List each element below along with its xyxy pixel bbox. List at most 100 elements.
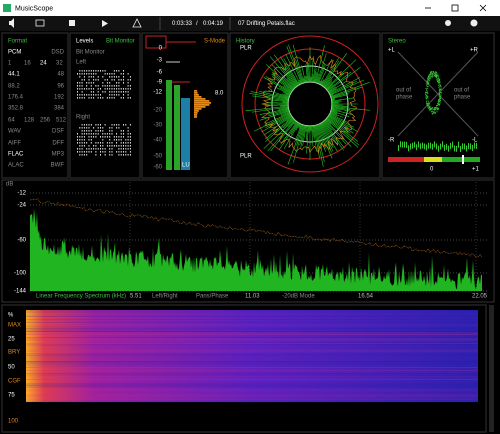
phase-dot <box>437 108 439 110</box>
bit-dot <box>79 76 81 78</box>
meter-scale: 0 <box>159 46 163 52</box>
phase-dot <box>425 92 427 94</box>
bit-dot <box>120 136 122 138</box>
phase-bar <box>474 142 475 149</box>
phase-bar <box>414 141 415 148</box>
spectrogram <box>26 310 478 402</box>
phase-dot <box>428 104 430 106</box>
phase-dot <box>436 78 438 80</box>
phase-dot <box>433 110 435 112</box>
phase-dot <box>427 81 429 83</box>
phase-dot <box>431 108 433 109</box>
spectrogram-row <box>26 314 478 316</box>
spectrogram-row <box>26 374 478 376</box>
bit-dot <box>102 76 104 78</box>
spectrogram-row <box>26 310 478 311</box>
phase-dot <box>432 71 434 73</box>
bit-dot <box>120 91 122 93</box>
phase-dot <box>439 88 441 90</box>
window-controls[interactable] <box>425 4 487 12</box>
plr-line <box>261 54 357 154</box>
phase-dot <box>429 72 431 74</box>
bit-dot <box>97 88 99 90</box>
phase-bar <box>444 144 445 151</box>
bit-dot <box>95 79 97 81</box>
phase-label: out of <box>396 88 411 94</box>
axis-label: +R <box>470 48 479 54</box>
format-option: 96 <box>57 84 64 90</box>
bit-dot <box>93 97 95 99</box>
mode-button[interactable]: Pans/Phase <box>196 294 229 300</box>
bit-dot <box>83 94 85 96</box>
bit-dot <box>88 94 90 96</box>
bit-dot <box>100 127 101 129</box>
phase-dot <box>434 72 435 74</box>
phase-dot <box>437 109 439 110</box>
format-option: 128 <box>24 118 35 124</box>
phase-dot <box>439 83 441 85</box>
format-option: 512 <box>56 118 67 124</box>
bit-dot <box>102 82 104 84</box>
bit-dot <box>81 94 83 96</box>
bit-dot <box>118 151 120 153</box>
bit-dot <box>81 79 83 81</box>
bit-dot <box>118 94 120 96</box>
phase-dot <box>440 97 441 99</box>
phase-dot <box>432 70 434 72</box>
bit-dot <box>93 94 95 96</box>
spectrogram-row <box>26 392 478 394</box>
history-label: PLR <box>240 154 252 160</box>
phase-dot <box>427 106 429 108</box>
bit-dot <box>104 70 106 72</box>
bit-dot <box>106 142 108 144</box>
phase-dot <box>437 108 439 110</box>
phase-dot <box>426 81 428 83</box>
bit-dot <box>81 73 83 75</box>
spectrogram-row <box>26 316 478 317</box>
phase-bar <box>446 143 447 150</box>
phase-bar <box>398 144 399 151</box>
spectrogram-row <box>26 364 478 365</box>
bit-dot <box>93 82 95 84</box>
phase-dot <box>428 77 429 79</box>
bit-dot <box>79 97 81 99</box>
phase-bar <box>400 141 401 148</box>
phase-dot <box>438 89 440 91</box>
bit-dot <box>118 136 120 138</box>
spectrogram-row <box>26 358 478 359</box>
phase-dot <box>427 82 429 84</box>
bit-dot <box>113 97 115 99</box>
phase-dot <box>425 93 427 95</box>
spectrogram-row <box>26 319 478 320</box>
bit-dot <box>93 88 95 90</box>
toolbar-buttons[interactable] <box>9 18 478 28</box>
bit-dot <box>88 82 90 84</box>
bit-dot <box>83 151 85 153</box>
mode-button[interactable]: Left/Right <box>152 294 178 300</box>
spectrogram-label: CGF <box>8 379 21 385</box>
phase-dot <box>428 80 429 82</box>
phase-dot <box>437 102 439 104</box>
bit-dot <box>129 85 131 87</box>
phase-dot <box>435 109 437 110</box>
bit-dot <box>120 154 122 156</box>
phase-dot <box>428 76 430 78</box>
phase-bar <box>460 145 461 152</box>
bit-dot <box>104 148 106 150</box>
scrollbar[interactable] <box>489 305 494 432</box>
phase-dot <box>427 82 429 84</box>
mode-button[interactable]: -20dB Mode <box>282 294 315 300</box>
tab[interactable]: Bit Monitor <box>106 39 135 45</box>
bit-dot <box>113 79 115 81</box>
bit-dot <box>83 136 85 138</box>
bit-dot <box>109 130 111 132</box>
bit-dot <box>104 79 106 81</box>
phase-dot <box>436 74 438 76</box>
bit-dot <box>83 142 85 144</box>
phase-dot <box>426 90 428 92</box>
phase-dot <box>438 105 440 107</box>
bit-dot <box>109 148 111 150</box>
bit-dot <box>90 148 92 150</box>
y-tick-label: -144 <box>14 289 27 295</box>
bit-dot <box>90 70 92 72</box>
